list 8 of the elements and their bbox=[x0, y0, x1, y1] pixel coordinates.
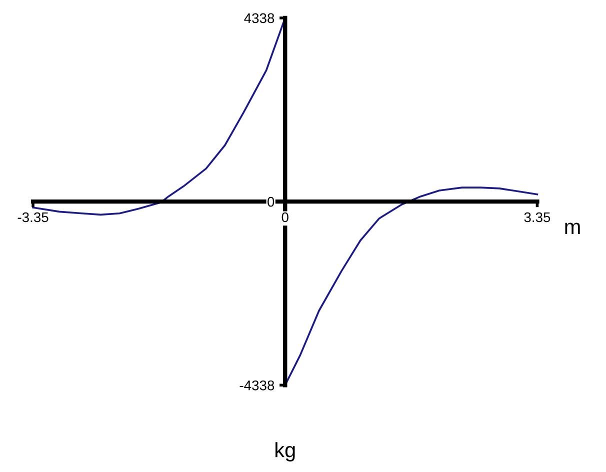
x-tick-label: -3.35 bbox=[18, 212, 48, 222]
y-tick-label: -4338 bbox=[240, 380, 274, 390]
y-tick-label: 4338 bbox=[244, 13, 274, 24]
y-tick-label: 0 bbox=[268, 196, 274, 207]
y-axis-title: m bbox=[565, 222, 580, 234]
x-tick-label: 3.35 bbox=[524, 212, 550, 222]
x-tick-label: 0 bbox=[282, 212, 288, 222]
x-axis-title: kg bbox=[276, 442, 295, 462]
